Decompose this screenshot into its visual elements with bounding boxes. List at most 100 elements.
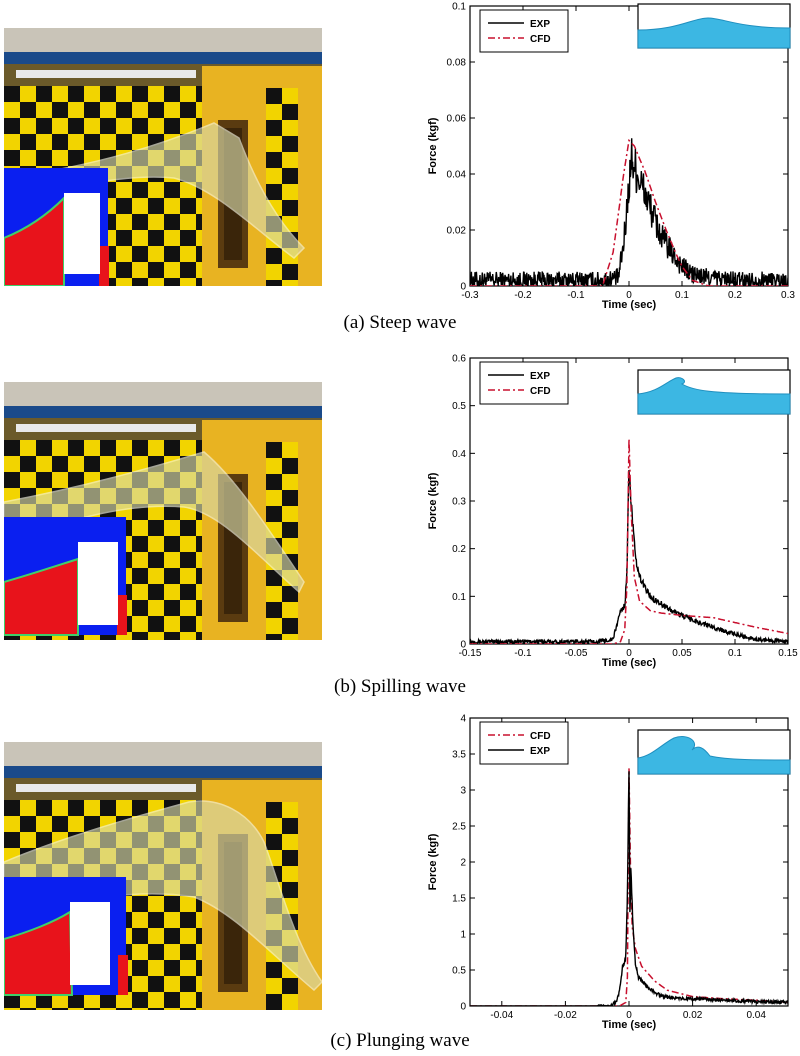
series-exp-line — [470, 469, 788, 644]
chart-spilling-wave: -0.15 -0.1 -0.05 0 0.05 0.1 0.15 0 0.1 0.2 0.3 0.4 0… — [414, 352, 800, 670]
cfd-inset — [4, 517, 127, 636]
photo-plunging-wave-svg — [4, 742, 322, 1010]
cfd-inset — [4, 877, 128, 996]
wave-shape — [637, 377, 791, 415]
y-tick-label: 3.5 — [452, 750, 466, 761]
x-tick-label: 0.05 — [672, 648, 692, 659]
y-tick-label: 0.06 — [447, 114, 467, 125]
y-tick-label: 0.4 — [452, 449, 466, 460]
photo-plunging-wave — [4, 742, 322, 1010]
x-axis-label: Time (sec) — [602, 1019, 657, 1031]
x-tick-label: -0.2 — [514, 290, 532, 301]
legend-label-exp: EXP — [530, 371, 550, 382]
photo-spilling-wave — [4, 382, 322, 640]
legend-label-cfd: CFD — [530, 34, 551, 45]
blue-rail — [4, 766, 322, 778]
wave-shape — [637, 17, 791, 49]
legend: CFD EXP — [479, 721, 569, 765]
x-tick-label: 0.2 — [728, 290, 742, 301]
caption-plunging-wave: (c) Plunging wave — [330, 1030, 470, 1051]
chart-plunging-wave: -0.04 -0.02 0 0.02 0.04 0 0.5 1 1.5 2 2.5 3 3.5 4 Time… — [414, 712, 800, 1032]
wave-shape — [637, 736, 791, 775]
x-tick-label: -0.05 — [565, 648, 588, 659]
y-tick-label: 4 — [460, 714, 466, 725]
y-axis-label: Force (kgf) — [427, 117, 439, 174]
wave-shape-inset — [637, 369, 791, 415]
y-tick-label: 0 — [460, 640, 466, 651]
legend: EXP CFD — [479, 9, 569, 53]
y-tick-label: 0.2 — [452, 544, 466, 555]
legend-label-cfd: CFD — [530, 386, 551, 397]
legend-label-exp: EXP — [530, 746, 550, 757]
cfd-structure — [64, 193, 100, 274]
y-tick-label: 0.02 — [447, 226, 467, 237]
y-tick-label: 0.04 — [447, 170, 467, 181]
series-exp-line — [470, 771, 788, 1006]
cfd-structure — [78, 542, 118, 625]
caption-steep-wave: (a) Steep wave — [343, 312, 457, 333]
legend-label-cfd: CFD — [530, 731, 551, 742]
x-tick-label: -0.1 — [567, 290, 585, 301]
chart-steep-wave: -0.3 -0.2 -0.1 0 0.1 0.2 0.3 0 0.02 0.04 0.06 0.08 0… — [414, 0, 800, 312]
series-cfd-line — [470, 138, 788, 286]
light-bar — [16, 784, 196, 792]
x-tick-label: -0.3 — [461, 290, 479, 301]
y-tick-label: 3 — [460, 786, 466, 797]
series-exp-line — [470, 138, 788, 286]
blue-rail — [4, 52, 322, 64]
x-tick-label: 0 — [626, 1010, 632, 1021]
y-tick-label: 1.5 — [452, 894, 466, 905]
y-tick-label: 0.1 — [452, 592, 466, 603]
wave-shape-inset — [637, 729, 791, 775]
x-tick-label: 0 — [626, 648, 632, 659]
y-tick-label: 0 — [460, 1002, 466, 1013]
x-tick-label: 0.04 — [746, 1010, 766, 1021]
x-tick-label: -0.15 — [459, 648, 482, 659]
y-tick-label: 0.08 — [447, 58, 467, 69]
cfd-structure — [70, 902, 110, 985]
series-cfd-line — [470, 438, 788, 644]
y-tick-label: 0.6 — [452, 354, 466, 365]
wave-shape-inset — [637, 3, 791, 49]
photo-spilling-wave-svg — [4, 382, 322, 640]
x-tick-label: -0.04 — [490, 1010, 513, 1021]
x-axis-label: Time (sec) — [602, 657, 657, 669]
y-tick-label: 2.5 — [452, 822, 466, 833]
x-tick-label: 0.1 — [675, 290, 689, 301]
x-tick-label: 0.15 — [778, 648, 798, 659]
plot-frame — [469, 5, 789, 287]
caption-spilling-wave: (b) Spilling wave — [334, 676, 466, 697]
x-tick-label: -0.02 — [554, 1010, 577, 1021]
wave-sheet — [4, 800, 322, 992]
wave-sheet — [4, 122, 306, 259]
chart-spilling-wave-svg: -0.15 -0.1 -0.05 0 0.05 0.1 0.15 0 0.1 0.2 0.3 0.4 0… — [427, 354, 798, 670]
y-tick-label: 0.5 — [452, 401, 466, 412]
photo-steep-wave-svg — [4, 28, 322, 286]
legend-label-exp: EXP — [530, 19, 550, 30]
x-tick-label: 0.1 — [728, 648, 742, 659]
y-tick-label: 2 — [460, 858, 466, 869]
legend-box — [479, 721, 569, 765]
chart-steep-wave-svg: -0.3 -0.2 -0.1 0 0.1 0.2 0.3 0 0.02 0.04 0.06 0.08 0… — [427, 2, 795, 312]
light-bar — [16, 70, 196, 78]
wave-sheet — [4, 451, 305, 594]
y-tick-label: 0.3 — [452, 497, 466, 508]
cfd-inset — [4, 168, 109, 286]
legend-box — [479, 361, 569, 405]
y-axis-label: Force (kgf) — [427, 833, 439, 890]
light-bar — [16, 424, 196, 432]
legend-box — [479, 9, 569, 53]
x-axis-label: Time (sec) — [602, 299, 657, 311]
checker-strip — [266, 442, 298, 640]
y-tick-label: 1 — [460, 930, 466, 941]
blue-rail — [4, 406, 322, 418]
x-tick-label: 0 — [626, 290, 632, 301]
x-tick-label: 0.3 — [781, 290, 795, 301]
x-tick-label: 0.02 — [683, 1010, 703, 1021]
y-tick-label: 0.5 — [452, 966, 466, 977]
photo-steep-wave — [4, 28, 322, 286]
x-tick-label: -0.1 — [514, 648, 532, 659]
chart-plunging-wave-svg: -0.04 -0.02 0 0.02 0.04 0 0.5 1 1.5 2 2.5 3 3.5 4 Time… — [427, 714, 791, 1031]
y-tick-label: 0 — [460, 282, 466, 293]
y-axis-label: Force (kgf) — [427, 472, 439, 529]
